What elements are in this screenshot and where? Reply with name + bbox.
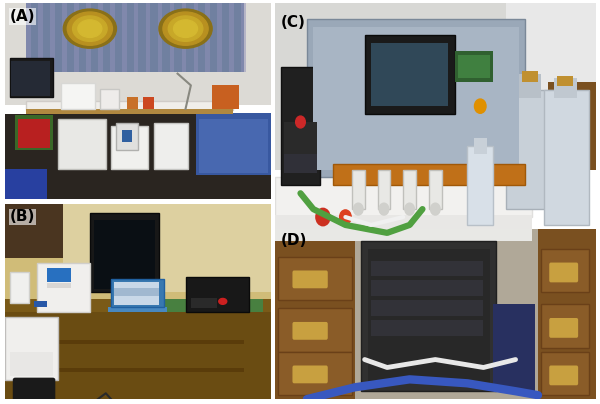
Bar (194, 3, 199, 72)
Circle shape (379, 203, 389, 215)
Circle shape (73, 16, 107, 41)
Bar (284, 154, 317, 173)
Bar (74, 3, 79, 72)
Bar (217, 3, 222, 72)
Bar (519, 74, 541, 98)
Bar (554, 78, 577, 98)
Bar (371, 300, 484, 316)
Bar (86, 3, 91, 72)
Bar (34, 301, 47, 307)
Bar (403, 170, 416, 209)
Bar (522, 71, 538, 82)
Bar (122, 130, 133, 142)
Bar (100, 89, 119, 109)
Circle shape (168, 16, 203, 41)
Circle shape (159, 9, 212, 48)
Bar (275, 215, 532, 229)
Bar (50, 3, 55, 72)
Circle shape (316, 208, 330, 226)
Bar (127, 97, 138, 109)
Bar (26, 101, 233, 110)
Bar (122, 3, 127, 72)
Bar (275, 217, 532, 241)
FancyBboxPatch shape (292, 271, 328, 288)
Bar (47, 283, 71, 288)
Bar (5, 299, 271, 312)
Bar (124, 299, 263, 312)
Bar (241, 3, 246, 72)
Bar (38, 3, 43, 72)
FancyBboxPatch shape (549, 366, 578, 385)
Circle shape (340, 210, 351, 224)
Bar (557, 76, 574, 86)
Bar (332, 164, 525, 185)
Circle shape (430, 203, 440, 215)
Bar (119, 290, 138, 301)
Bar (371, 280, 484, 296)
Bar (284, 122, 317, 154)
Bar (110, 3, 115, 72)
Bar (134, 3, 139, 72)
Bar (455, 51, 493, 82)
Bar (229, 3, 234, 72)
Text: (A): (A) (10, 9, 35, 24)
Bar (458, 55, 490, 78)
Bar (352, 170, 365, 209)
Circle shape (405, 203, 415, 215)
Text: (D): (D) (281, 233, 308, 248)
Bar (377, 170, 391, 209)
Circle shape (219, 299, 227, 304)
Circle shape (475, 99, 486, 113)
FancyBboxPatch shape (292, 322, 328, 340)
Bar (143, 97, 154, 109)
Bar (371, 261, 484, 276)
Circle shape (63, 9, 116, 48)
Bar (429, 170, 442, 209)
Circle shape (67, 12, 112, 45)
Bar (18, 341, 244, 344)
Bar (170, 3, 175, 72)
Bar (98, 3, 103, 72)
FancyBboxPatch shape (292, 366, 328, 383)
Bar (62, 3, 67, 72)
FancyBboxPatch shape (549, 263, 578, 282)
Bar (146, 3, 151, 72)
Bar (10, 272, 29, 303)
FancyBboxPatch shape (549, 318, 578, 338)
Bar (467, 146, 493, 225)
Bar (371, 320, 484, 336)
Circle shape (78, 20, 102, 38)
Bar (182, 3, 187, 72)
Circle shape (173, 20, 197, 38)
Circle shape (353, 203, 363, 215)
FancyBboxPatch shape (13, 378, 55, 401)
Bar (205, 3, 210, 72)
Circle shape (163, 12, 208, 45)
Bar (26, 109, 233, 114)
Text: (B): (B) (10, 210, 35, 225)
Circle shape (296, 116, 305, 128)
Bar (18, 368, 244, 372)
Bar (26, 3, 31, 72)
Bar (158, 3, 163, 72)
Bar (47, 268, 71, 282)
Bar (191, 299, 217, 308)
Bar (109, 307, 167, 312)
Bar (474, 138, 487, 154)
Text: (C): (C) (281, 15, 306, 30)
Bar (116, 122, 138, 150)
Bar (114, 288, 159, 295)
